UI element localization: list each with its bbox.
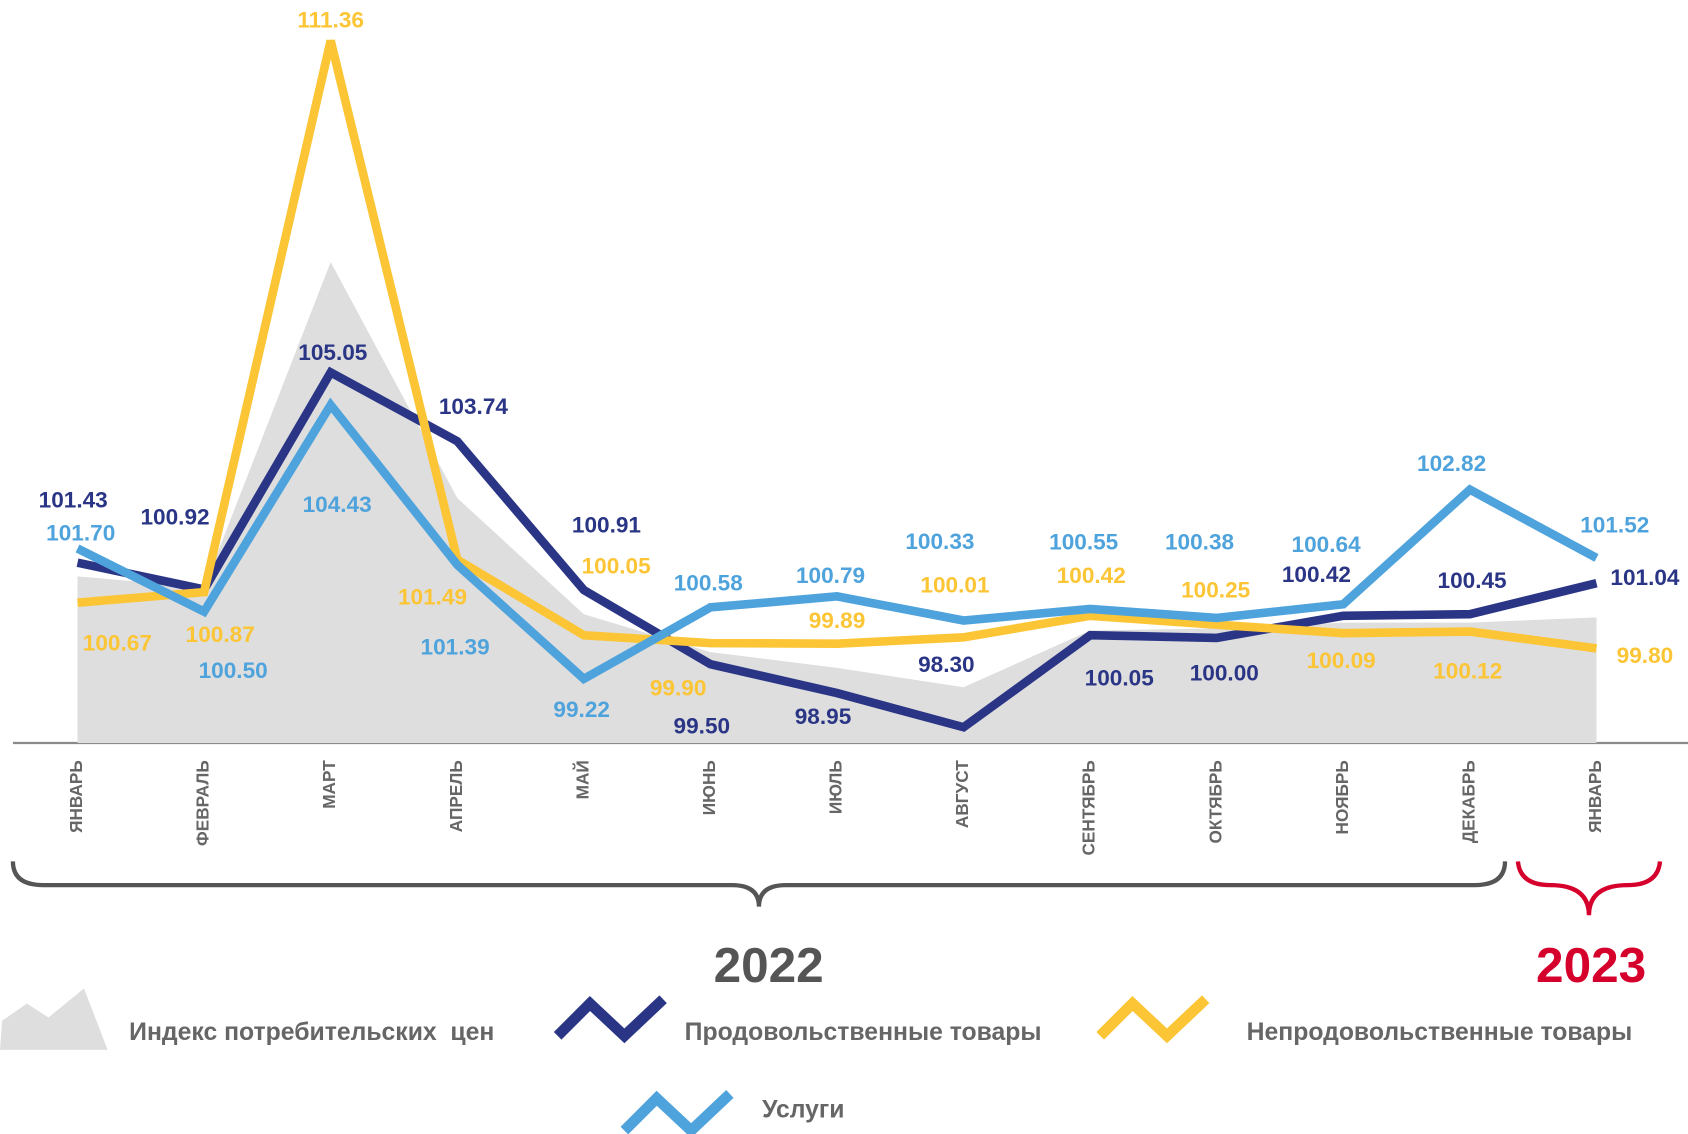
data-label: 100.12 [1433,658,1502,683]
legend: Индекс потребительских цен Продовольствен… [0,988,1633,1134]
legend-icon [1096,995,1210,1044]
x-tick-label: МАЙ [572,760,592,799]
data-label: 99.50 [674,714,731,739]
legend-label: Непродовольственные товары [1247,1019,1633,1046]
year-annotation: 2023 [1536,938,1646,993]
data-label: 101.04 [1610,565,1680,590]
data-label: 100.05 [582,553,651,578]
data-label: 100.25 [1181,577,1250,602]
data-label: 101.43 [39,487,108,512]
data-label: 100.33 [905,529,974,554]
legend-label: Индекс потребительских цен [129,1019,494,1046]
cpi-area [77,262,1597,744]
data-label: 100.87 [186,622,255,647]
data-label: 100.38 [1165,530,1234,555]
data-label: 100.45 [1438,568,1507,593]
x-tick-label: МАРТ [319,760,339,809]
data-label: 100.42 [1282,562,1351,587]
data-label: 98.30 [918,652,975,677]
x-tick-label: ФЕВРАЛЬ [193,760,213,846]
x-tick-label: ИЮНЬ [699,760,719,815]
series-line [77,39,1598,653]
data-label: 101.70 [46,520,115,545]
data-label: 100.79 [796,563,865,588]
data-label: 104.43 [303,492,372,517]
x-tick-label: НОЯБРЬ [1332,760,1352,834]
data-label: 99.89 [809,608,866,633]
data-label: 111.36 [297,7,364,32]
legend-icon [0,988,108,1050]
data-label: 100.09 [1307,648,1376,673]
data-label: 100.55 [1049,529,1118,554]
x-tick-label: СЕНТЯБРЬ [1079,760,1099,855]
x-tick-label: АПРЕЛЬ [446,760,466,832]
series-line [76,366,1598,732]
legend-icon [553,995,667,1044]
x-tick-label: АВГУСТ [952,760,972,828]
data-label: 100.42 [1057,563,1126,588]
legend-icon [620,1090,734,1134]
data-label: 100.58 [674,571,743,596]
data-label: 99.80 [1617,643,1674,668]
x-tick-label: ЯНВАРЬ [66,760,86,833]
data-label: 100.50 [199,658,268,683]
data-label: 100.05 [1085,665,1154,690]
data-label: 99.90 [650,675,707,700]
data-label: 100.91 [572,512,641,537]
data-label: 100.67 [83,631,152,656]
legend-label: Продовольственные товары [685,1019,1042,1046]
bracket-2023 [1515,861,1663,916]
x-tick-label: ДЕКАБРЬ [1458,760,1478,843]
bracket-2022 [10,861,1508,907]
data-label: 101.52 [1580,513,1649,538]
x-tick-label: ОКТЯБРЬ [1205,760,1225,843]
data-label: 100.00 [1190,660,1259,685]
data-label: 103.74 [439,394,509,419]
year-annotation: 2022 [714,938,824,993]
x-tick-label: ЯНВАРЬ [1585,760,1605,833]
data-label: 101.49 [398,584,467,609]
data-label: 100.64 [1292,532,1362,557]
data-label: 105.05 [298,340,367,365]
x-tick-label: ИЮЛЬ [826,760,846,814]
data-label: 100.01 [920,573,989,598]
legend-label: Услуги [762,1097,844,1124]
series-line [75,397,1599,685]
data-label: 102.82 [1417,451,1486,476]
data-label: 99.22 [553,697,610,722]
data-label: 98.95 [795,704,852,729]
data-label: 101.39 [421,635,490,660]
data-label: 100.92 [140,504,209,529]
